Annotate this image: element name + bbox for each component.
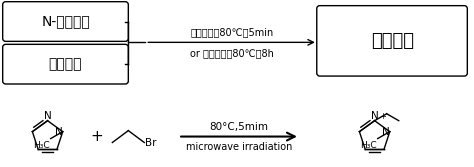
Text: N: N [371, 111, 378, 121]
Text: microwave irradiation: microwave irradiation [186, 142, 292, 152]
Text: 溴代乙烷: 溴代乙烷 [49, 57, 82, 71]
Text: N: N [44, 111, 52, 121]
Text: H₃C: H₃C [33, 141, 50, 150]
FancyBboxPatch shape [3, 44, 128, 84]
FancyBboxPatch shape [3, 2, 128, 41]
Text: +: + [90, 129, 103, 144]
Text: N: N [382, 127, 390, 137]
Text: +: + [379, 112, 386, 121]
Text: 80°C,5mim: 80°C,5mim [210, 122, 268, 132]
Text: Br: Br [145, 137, 157, 147]
Text: 离子液体: 离子液体 [371, 32, 414, 50]
Text: or 油浴加热，80℃，8h: or 油浴加热，80℃，8h [190, 48, 274, 58]
Text: H₃C: H₃C [360, 141, 377, 150]
Text: N: N [55, 127, 63, 137]
Text: 微波辐照，80℃，5min: 微波辐照，80℃，5min [191, 27, 273, 37]
FancyBboxPatch shape [317, 6, 467, 76]
Text: N-甲基咪唑: N-甲基咪唑 [41, 15, 90, 29]
